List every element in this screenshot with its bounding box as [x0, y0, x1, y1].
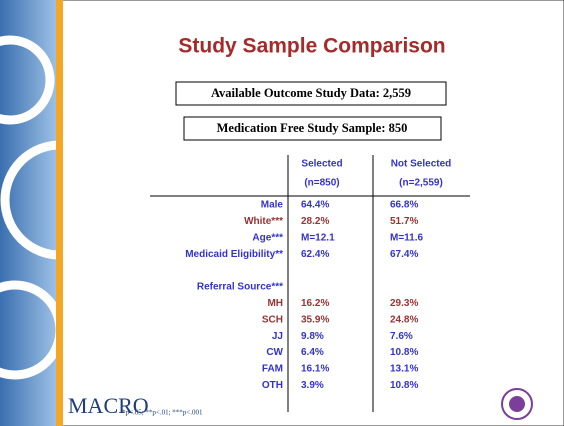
cell: 10.8% — [390, 380, 418, 391]
cell: 66.8% — [390, 200, 418, 211]
logo: MACRO — [68, 393, 149, 418]
cell: 3.9% — [301, 380, 324, 391]
box — [175, 81, 447, 106]
cell: 62.4% — [301, 249, 329, 260]
cell: 13.1% — [390, 364, 418, 375]
decor-band — [0, 0, 56, 426]
column-header: Not Selected — [391, 159, 452, 170]
cell: 64.4% — [301, 200, 329, 211]
row-label: JJ — [272, 331, 283, 342]
row-label: CW — [266, 347, 283, 358]
row-label: Medicaid Eligibility** — [185, 249, 283, 260]
row-label: Male — [261, 200, 284, 211]
cell: 67.4% — [390, 249, 418, 260]
row-label: SCH — [262, 314, 283, 325]
cell: 29.3% — [390, 298, 418, 309]
section-label: Referral Source*** — [197, 282, 283, 293]
column-header: (n=850) — [304, 178, 339, 189]
row-label: MH — [267, 298, 283, 309]
column-header: Selected — [301, 159, 342, 170]
column-header: (n=2,559) — [399, 178, 443, 189]
cell: 35.9% — [301, 314, 329, 325]
cell: 24.8% — [390, 314, 418, 325]
row-label: FAM — [262, 364, 283, 375]
row-label: White*** — [244, 216, 283, 227]
cell: 51.7% — [390, 216, 418, 227]
cell: M=11.6 — [390, 232, 424, 243]
cell: 10.8% — [390, 347, 418, 358]
box-text: Medication Free Study Sample: 850 — [217, 121, 408, 135]
emblem — [501, 388, 533, 420]
box — [183, 116, 442, 141]
cell: 6.4% — [301, 347, 324, 358]
cell: 16.1% — [301, 364, 329, 375]
cell: 7.6% — [390, 331, 413, 342]
row-label: Age*** — [252, 232, 283, 243]
cell: M=12.1 — [301, 232, 335, 243]
title: Study Sample Comparison — [178, 35, 445, 58]
cell: 28.2% — [301, 216, 329, 227]
footnote: *p<.05; **p<.01; ***p<.001 — [122, 409, 203, 417]
accent-bar — [56, 0, 63, 426]
cell: 9.8% — [301, 331, 324, 342]
cell: 16.2% — [301, 298, 329, 309]
row-label: OTH — [262, 380, 283, 391]
box-text: Available Outcome Study Data: 2,559 — [211, 86, 411, 100]
